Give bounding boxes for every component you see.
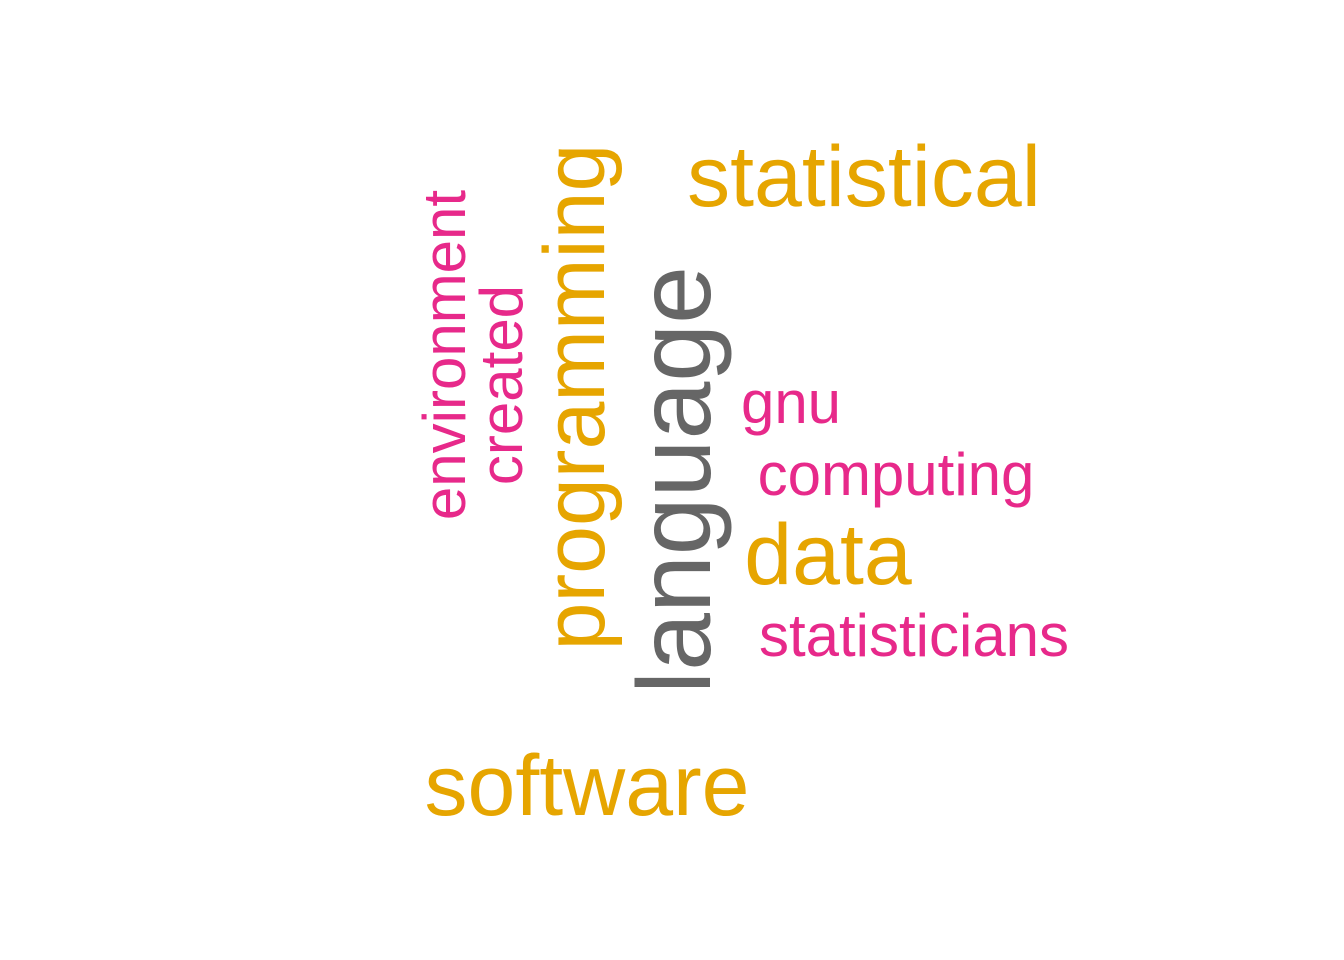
word-statisticians: statisticians: [758, 602, 1070, 669]
word-computing: computing: [757, 441, 1035, 508]
word-statistical: statistical: [687, 129, 1041, 225]
word-gnu: gnu: [740, 369, 842, 436]
word-created: created: [468, 284, 535, 486]
word-language: language: [617, 266, 733, 694]
word-programming: programming: [527, 143, 623, 651]
word-software: software: [424, 738, 750, 834]
word-data: data: [744, 507, 912, 603]
word-environment: environment: [411, 189, 478, 521]
